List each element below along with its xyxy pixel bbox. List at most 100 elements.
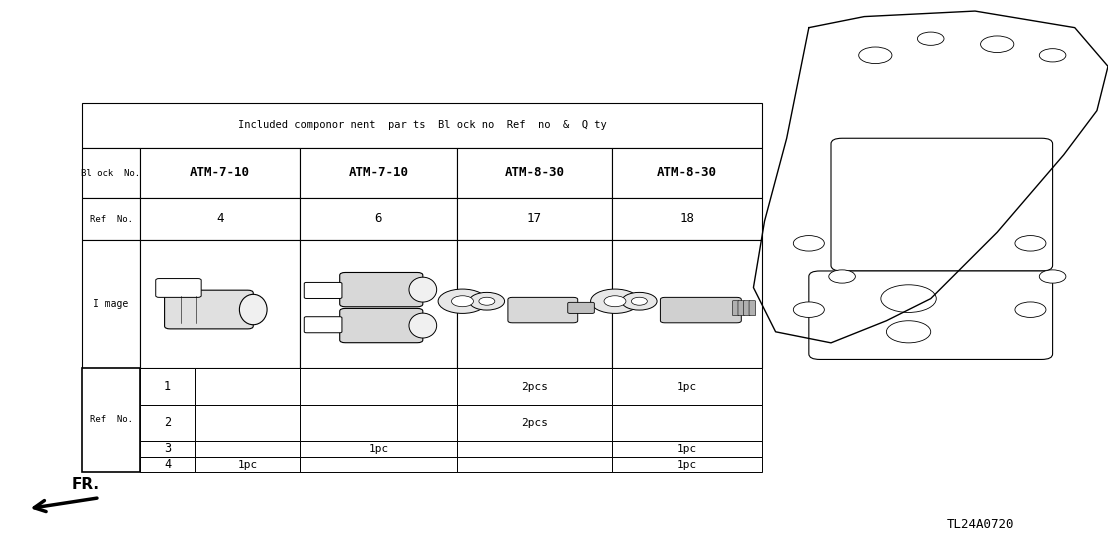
FancyBboxPatch shape — [156, 279, 202, 298]
Bar — [456, 240, 612, 368]
Text: Bl ock  No.: Bl ock No. — [81, 169, 141, 178]
Bar — [612, 405, 762, 441]
Text: Ref  No.: Ref No. — [90, 215, 133, 223]
Circle shape — [1039, 49, 1066, 62]
Bar — [140, 368, 195, 405]
Bar — [300, 148, 456, 198]
Circle shape — [591, 289, 639, 314]
Bar — [456, 198, 612, 240]
Circle shape — [793, 236, 824, 251]
Circle shape — [1015, 302, 1046, 317]
FancyBboxPatch shape — [749, 301, 756, 316]
FancyBboxPatch shape — [743, 301, 750, 316]
Circle shape — [981, 36, 1014, 53]
Circle shape — [829, 270, 855, 283]
Bar — [82, 198, 140, 240]
Text: 1pc: 1pc — [677, 460, 697, 469]
FancyBboxPatch shape — [305, 317, 342, 333]
Text: 4: 4 — [164, 458, 171, 471]
Bar — [300, 457, 456, 472]
FancyBboxPatch shape — [340, 309, 423, 343]
Circle shape — [604, 296, 626, 307]
Circle shape — [886, 321, 931, 343]
Circle shape — [469, 293, 504, 310]
Circle shape — [859, 47, 892, 64]
Bar — [195, 405, 300, 441]
Text: Included componor nent  par ts  Bl ock no  Ref  no  &  Q ty: Included componor nent par ts Bl ock no … — [237, 121, 606, 131]
Text: 1: 1 — [164, 380, 171, 393]
Bar — [612, 148, 762, 198]
Text: FR.: FR. — [72, 477, 100, 492]
Bar — [612, 368, 762, 405]
Circle shape — [452, 296, 473, 307]
Text: 17: 17 — [527, 212, 542, 226]
FancyBboxPatch shape — [809, 271, 1053, 359]
Text: TL24A0720: TL24A0720 — [947, 518, 1014, 531]
Text: 4: 4 — [216, 212, 224, 226]
Text: 2pcs: 2pcs — [521, 418, 548, 428]
FancyBboxPatch shape — [732, 301, 739, 316]
Circle shape — [1015, 236, 1046, 251]
Bar — [82, 368, 140, 472]
Bar — [456, 441, 612, 457]
Text: 3: 3 — [164, 442, 171, 456]
Bar — [612, 198, 762, 240]
Bar — [82, 148, 140, 198]
Bar — [140, 198, 300, 240]
FancyBboxPatch shape — [831, 138, 1053, 271]
FancyBboxPatch shape — [660, 298, 741, 323]
Text: Ref  No.: Ref No. — [90, 415, 133, 425]
FancyBboxPatch shape — [507, 298, 577, 323]
Bar — [300, 441, 456, 457]
Bar — [195, 368, 300, 405]
Bar — [456, 148, 612, 198]
Bar — [300, 198, 456, 240]
Bar — [140, 405, 195, 441]
Circle shape — [622, 293, 657, 310]
Circle shape — [1039, 270, 1066, 283]
Text: I mage: I mage — [93, 299, 129, 309]
Bar — [82, 103, 762, 148]
Text: 1pc: 1pc — [677, 444, 697, 454]
FancyBboxPatch shape — [340, 273, 423, 307]
Text: 2: 2 — [164, 416, 171, 430]
Text: 6: 6 — [375, 212, 382, 226]
Bar — [612, 441, 762, 457]
Text: ATM-7-10: ATM-7-10 — [349, 166, 409, 180]
Text: ATM-8-30: ATM-8-30 — [657, 166, 717, 180]
FancyBboxPatch shape — [567, 302, 594, 314]
Bar — [612, 457, 762, 472]
Bar — [300, 240, 456, 368]
Ellipse shape — [409, 277, 437, 302]
Circle shape — [793, 302, 824, 317]
Bar — [456, 457, 612, 472]
Text: 1pc: 1pc — [677, 382, 697, 392]
Bar — [300, 405, 456, 441]
FancyBboxPatch shape — [738, 301, 745, 316]
Text: 1pc: 1pc — [237, 460, 258, 469]
Bar — [140, 441, 195, 457]
Bar — [140, 148, 300, 198]
Circle shape — [632, 298, 647, 305]
Text: 1pc: 1pc — [368, 444, 389, 454]
Ellipse shape — [409, 313, 437, 338]
Ellipse shape — [239, 294, 267, 325]
Text: ATM-7-10: ATM-7-10 — [189, 166, 250, 180]
Bar — [456, 368, 612, 405]
Bar — [195, 457, 300, 472]
Text: ATM-8-30: ATM-8-30 — [504, 166, 564, 180]
Bar — [82, 240, 140, 368]
FancyBboxPatch shape — [165, 290, 254, 329]
FancyBboxPatch shape — [305, 283, 342, 299]
Circle shape — [479, 298, 495, 305]
Bar — [300, 368, 456, 405]
Bar — [140, 457, 195, 472]
Circle shape — [917, 32, 944, 45]
Text: 18: 18 — [679, 212, 695, 226]
Text: 2pcs: 2pcs — [521, 382, 548, 392]
Circle shape — [438, 289, 486, 314]
Bar — [456, 405, 612, 441]
Circle shape — [881, 285, 936, 312]
Bar — [612, 240, 762, 368]
Bar — [140, 240, 300, 368]
